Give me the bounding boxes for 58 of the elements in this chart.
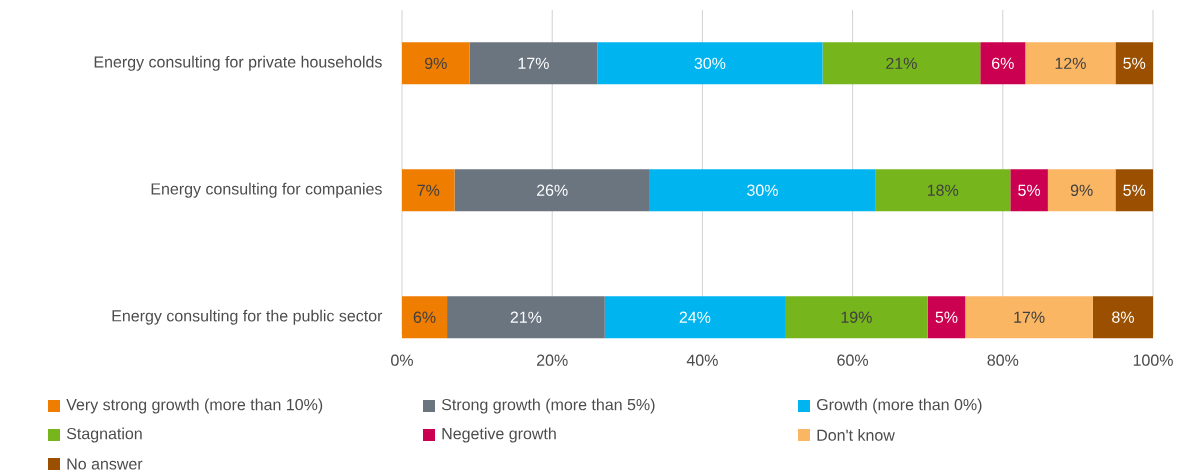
y-tick-label: Energy consulting for private households	[94, 55, 382, 71]
data-label: 30%	[694, 57, 726, 69]
data-label: 9%	[424, 57, 447, 69]
legend-label: Don't know	[817, 429, 895, 441]
legend-label: No answer	[67, 458, 143, 470]
x-tick-label: 0%	[391, 354, 413, 366]
bar	[597, 42, 823, 85]
x-tick-label: 40%	[686, 354, 718, 366]
data-label: 5%	[1018, 184, 1041, 196]
bar	[469, 42, 598, 85]
data-label: 6%	[992, 57, 1014, 69]
x-tick-label: 20%	[537, 354, 568, 366]
y-tick-label: Energy consulting for the public sector	[112, 309, 383, 325]
legend-label: Stagnation	[66, 427, 142, 443]
data-label: 17%	[518, 57, 549, 69]
x-tick-label: 60%	[837, 354, 869, 366]
bar	[785, 296, 928, 339]
data-label: 5%	[1123, 57, 1146, 69]
data-label: 26%	[537, 184, 568, 196]
data-label: 18%	[927, 184, 959, 196]
bar	[649, 169, 876, 212]
data-label: 21%	[510, 311, 542, 323]
data-label: 7%	[417, 184, 440, 196]
data-label: 17%	[1014, 311, 1045, 323]
legend-label: Negetive growth	[442, 427, 556, 443]
data-label: 5%	[935, 311, 958, 323]
bar	[447, 296, 605, 339]
bar	[980, 42, 1026, 85]
bar	[402, 169, 455, 212]
data-label: 24%	[679, 311, 711, 323]
data-label: 19%	[841, 311, 872, 323]
data-label: 5%	[1123, 184, 1146, 196]
bar	[1010, 169, 1048, 212]
legend-label: Growth (more than 0%)	[817, 398, 982, 414]
data-label: 8%	[1112, 311, 1134, 323]
bar	[1115, 169, 1154, 212]
bar	[822, 42, 981, 85]
bar	[402, 42, 470, 85]
bar	[454, 169, 650, 212]
bar	[402, 296, 448, 339]
data-label: 21%	[886, 57, 917, 69]
y-tick-label: Energy consulting for companies	[151, 182, 382, 198]
data-label: 6%	[413, 311, 436, 323]
data-label: 9%	[1070, 184, 1093, 196]
bar	[965, 296, 1093, 339]
bar	[1047, 169, 1116, 212]
bar	[927, 296, 966, 339]
legend-label: Very strong growth (more than 10%)	[66, 398, 323, 414]
data-label: 12%	[1055, 57, 1086, 69]
x-tick-label: 80%	[987, 354, 1019, 366]
bar	[875, 169, 1011, 212]
data-label: 30%	[747, 184, 778, 196]
x-tick-label: 100%	[1133, 354, 1173, 366]
bar	[1025, 42, 1116, 85]
bar	[604, 296, 786, 339]
legend-label: Strong growth (more than 5%)	[441, 398, 655, 414]
bar	[1092, 296, 1154, 339]
bar	[1115, 42, 1154, 85]
